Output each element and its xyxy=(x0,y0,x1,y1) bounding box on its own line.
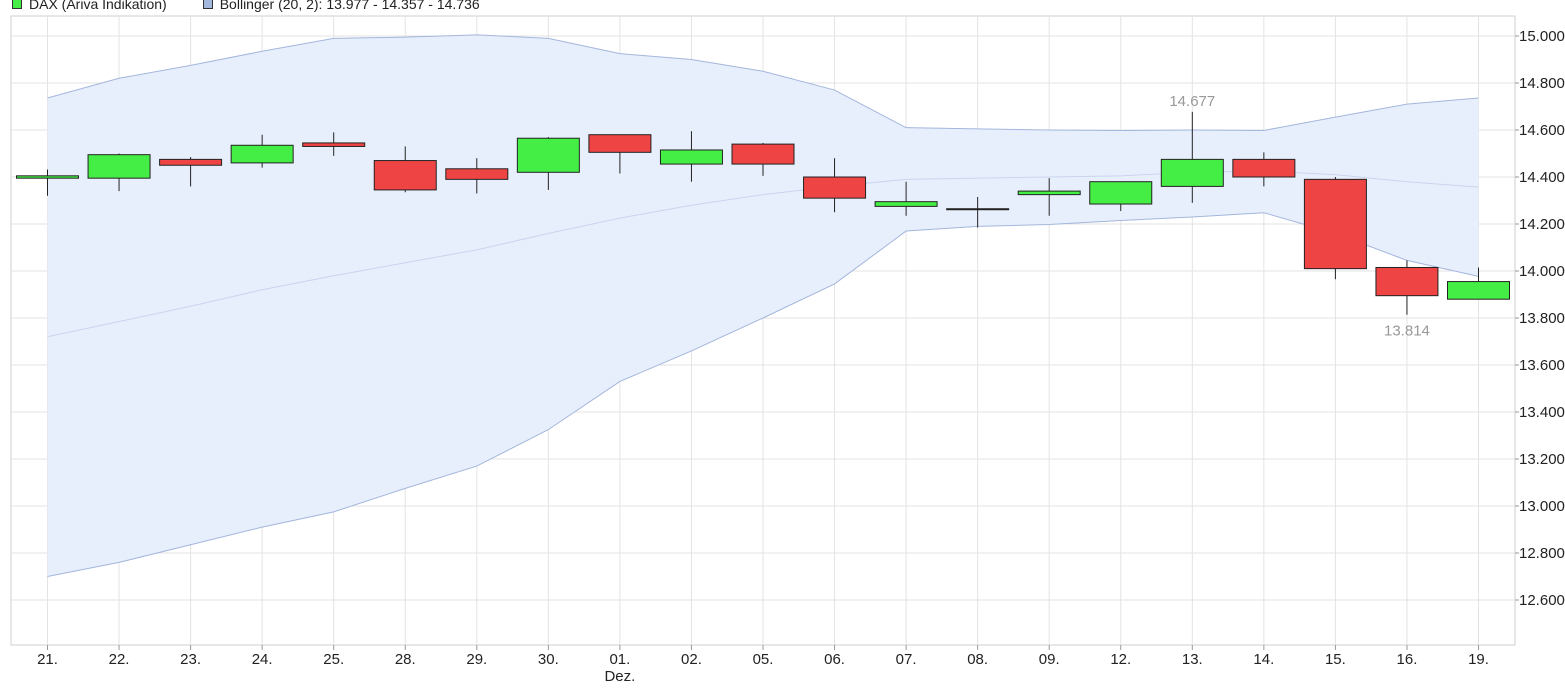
candle-body xyxy=(588,134,652,153)
y-tick-label: 12.600 xyxy=(1519,592,1565,609)
candle-body xyxy=(1089,181,1153,205)
candle-body xyxy=(159,158,223,166)
candle-body xyxy=(516,137,580,173)
y-tick-label: 14.400 xyxy=(1519,169,1565,186)
candle-body xyxy=(946,208,1010,211)
value-annotation: 14.677 xyxy=(1169,93,1215,110)
x-tick-label: 30. xyxy=(538,651,559,668)
legend-label-dax: DAX (Ariva Indikation) xyxy=(29,0,167,12)
legend-item-bollinger: Bollinger (20, 2): 13.977 - 14.357 - 14.… xyxy=(202,0,480,12)
x-month-label: Dez. xyxy=(604,668,635,685)
candle-body xyxy=(1375,266,1439,297)
y-tick-label: 12.800 xyxy=(1519,545,1565,562)
bollinger-lower-line xyxy=(47,212,1479,577)
candle-body xyxy=(230,144,294,164)
x-tick-label: 15. xyxy=(1325,651,1346,668)
legend-swatch-dax xyxy=(12,0,22,9)
x-tick-label: 06. xyxy=(824,651,845,668)
bollinger-upper-line xyxy=(47,34,1479,131)
candle-body xyxy=(87,154,151,179)
y-tick-label: 13.800 xyxy=(1519,310,1565,327)
candle-body xyxy=(1232,158,1296,178)
candle-body xyxy=(659,149,723,165)
y-tick-label: 13.400 xyxy=(1519,404,1565,421)
candle-body xyxy=(373,160,437,191)
y-tick-label: 14.600 xyxy=(1519,122,1565,139)
x-tick-label: 01. xyxy=(609,651,630,668)
candle-body xyxy=(1017,190,1081,196)
x-tick-label: 29. xyxy=(466,651,487,668)
x-tick-label: 13. xyxy=(1182,651,1203,668)
x-tick-label: 05. xyxy=(753,651,774,668)
x-tick-label: 14. xyxy=(1253,651,1274,668)
candle-body xyxy=(1303,178,1367,270)
y-tick-label: 14.800 xyxy=(1519,75,1565,92)
y-tick-label: 15.000 xyxy=(1519,28,1565,45)
candle-body xyxy=(1447,281,1510,300)
candle-body xyxy=(1160,158,1224,187)
x-tick-label: 16. xyxy=(1397,651,1418,668)
y-tick-label: 14.000 xyxy=(1519,263,1565,280)
x-tick-label: 19. xyxy=(1468,651,1489,668)
candle-body xyxy=(445,168,509,180)
candle-body xyxy=(302,142,366,147)
legend: DAX (Ariva Indikation) Bollinger (20, 2)… xyxy=(12,0,516,13)
candle-body xyxy=(731,143,795,165)
candle-body xyxy=(803,176,867,199)
x-tick-label: 23. xyxy=(180,651,201,668)
x-tick-label: 07. xyxy=(896,651,917,668)
x-tick-label: 22. xyxy=(109,651,130,668)
x-tick-label: 08. xyxy=(967,651,988,668)
y-tick-label: 13.600 xyxy=(1519,357,1565,374)
legend-label-bollinger: Bollinger (20, 2): 13.977 - 14.357 - 14.… xyxy=(219,0,480,12)
x-tick-label: 21. xyxy=(37,651,58,668)
x-tick-label: 24. xyxy=(252,651,273,668)
y-tick-label: 13.200 xyxy=(1519,451,1565,468)
x-tick-label: 25. xyxy=(323,651,344,668)
legend-swatch-bollinger xyxy=(202,0,213,9)
y-tick-label: 13.000 xyxy=(1519,498,1565,515)
x-tick-label: 28. xyxy=(395,651,416,668)
x-tick-label: 02. xyxy=(681,651,702,668)
x-tick-label: 09. xyxy=(1039,651,1060,668)
legend-item-dax: DAX (Ariva Indikation) xyxy=(12,0,167,12)
y-tick-label: 14.200 xyxy=(1519,216,1565,233)
candle-body xyxy=(874,201,938,207)
x-tick-label: 12. xyxy=(1110,651,1131,668)
value-annotation: 13.814 xyxy=(1384,323,1430,340)
candle-body xyxy=(16,175,79,179)
